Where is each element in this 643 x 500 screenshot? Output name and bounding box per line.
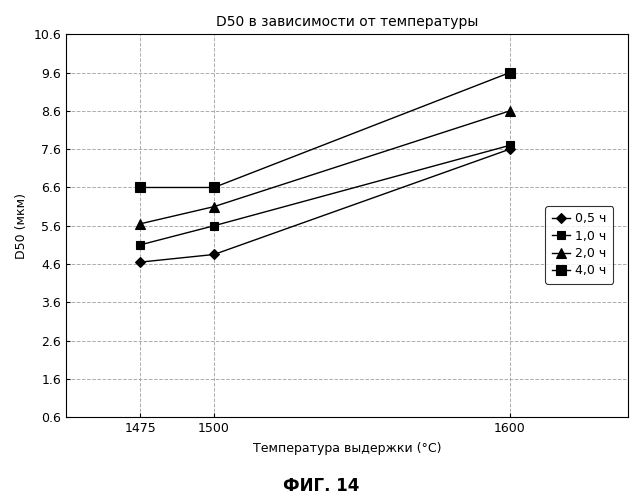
Line: 4,0 ч: 4,0 ч — [135, 68, 514, 192]
Line: 2,0 ч: 2,0 ч — [135, 106, 514, 228]
1,0 ч — [136, 242, 144, 248]
2,0 ч — [506, 108, 514, 114]
4,0 ч — [506, 70, 514, 75]
4,0 ч — [136, 184, 144, 190]
Line: 1,0 ч: 1,0 ч — [136, 141, 514, 249]
Text: ФИГ. 14: ФИГ. 14 — [284, 477, 359, 495]
4,0 ч — [210, 184, 218, 190]
2,0 ч — [210, 204, 218, 210]
2,0 ч — [136, 221, 144, 227]
Legend: 0,5 ч, 1,0 ч, 2,0 ч, 4,0 ч: 0,5 ч, 1,0 ч, 2,0 ч, 4,0 ч — [545, 206, 613, 284]
0,5 ч — [136, 259, 144, 265]
1,0 ч — [506, 142, 514, 148]
0,5 ч — [210, 252, 218, 258]
0,5 ч — [506, 146, 514, 152]
Title: D50 в зависимости от температуры: D50 в зависимости от температуры — [216, 15, 478, 29]
1,0 ч — [210, 223, 218, 229]
Line: 0,5 ч: 0,5 ч — [136, 146, 513, 266]
Y-axis label: D50 (мкм): D50 (мкм) — [15, 193, 28, 259]
X-axis label: Температура выдержки (°C): Температура выдержки (°C) — [253, 442, 441, 455]
